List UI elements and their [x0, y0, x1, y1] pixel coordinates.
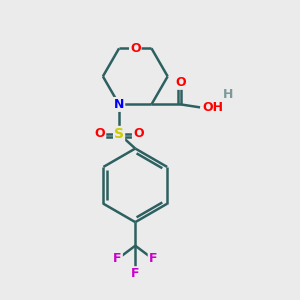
Text: F: F [131, 267, 140, 280]
Text: F: F [149, 252, 157, 266]
Text: O: O [133, 128, 143, 140]
Text: OH: OH [203, 101, 224, 114]
Text: O: O [176, 76, 186, 89]
Text: S: S [114, 127, 124, 141]
Text: H: H [223, 88, 233, 100]
Text: F: F [113, 252, 122, 266]
Text: N: N [114, 98, 124, 111]
Text: O: O [130, 42, 141, 55]
Text: O: O [94, 128, 105, 140]
